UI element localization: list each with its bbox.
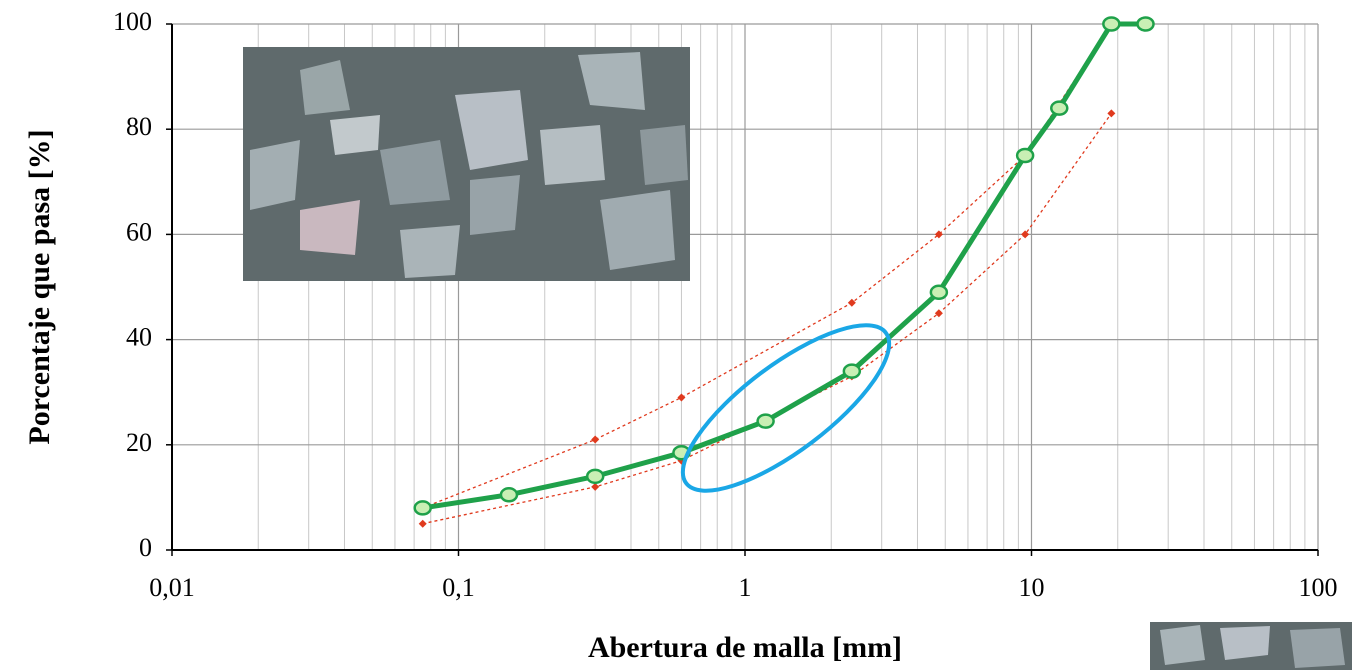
data-point: [758, 415, 774, 428]
photo: [243, 47, 690, 281]
data-point: [1051, 102, 1067, 115]
y-tick-label: 40: [126, 323, 152, 352]
data-point: [501, 488, 517, 501]
x-tick-label: 100: [1299, 573, 1338, 602]
photo-small: [1150, 622, 1352, 670]
y-axis-title: Porcentaje que pasa [%]: [23, 129, 56, 444]
data-point: [1138, 18, 1154, 31]
x-tick-label: 0,1: [442, 573, 475, 602]
data-point: [587, 470, 603, 483]
y-tick-label: 20: [126, 428, 152, 457]
y-tick-label: 60: [126, 217, 152, 246]
y-tick-label: 100: [113, 7, 152, 36]
x-axis-title: Abertura de malla [mm]: [588, 631, 902, 664]
data-point: [415, 501, 431, 514]
data-point: [844, 365, 860, 378]
x-tick-label: 10: [1019, 573, 1045, 602]
y-tick-label: 80: [126, 112, 152, 141]
data-point: [931, 286, 947, 299]
x-tick-label: 0,01: [149, 573, 195, 602]
data-point: [1017, 149, 1033, 162]
y-tick-label: 0: [139, 533, 152, 562]
data-point: [1103, 18, 1119, 31]
chart: Porcentaje que pasa [%] Abertura de mall…: [0, 0, 1352, 670]
x-tick-label: 1: [739, 573, 752, 602]
